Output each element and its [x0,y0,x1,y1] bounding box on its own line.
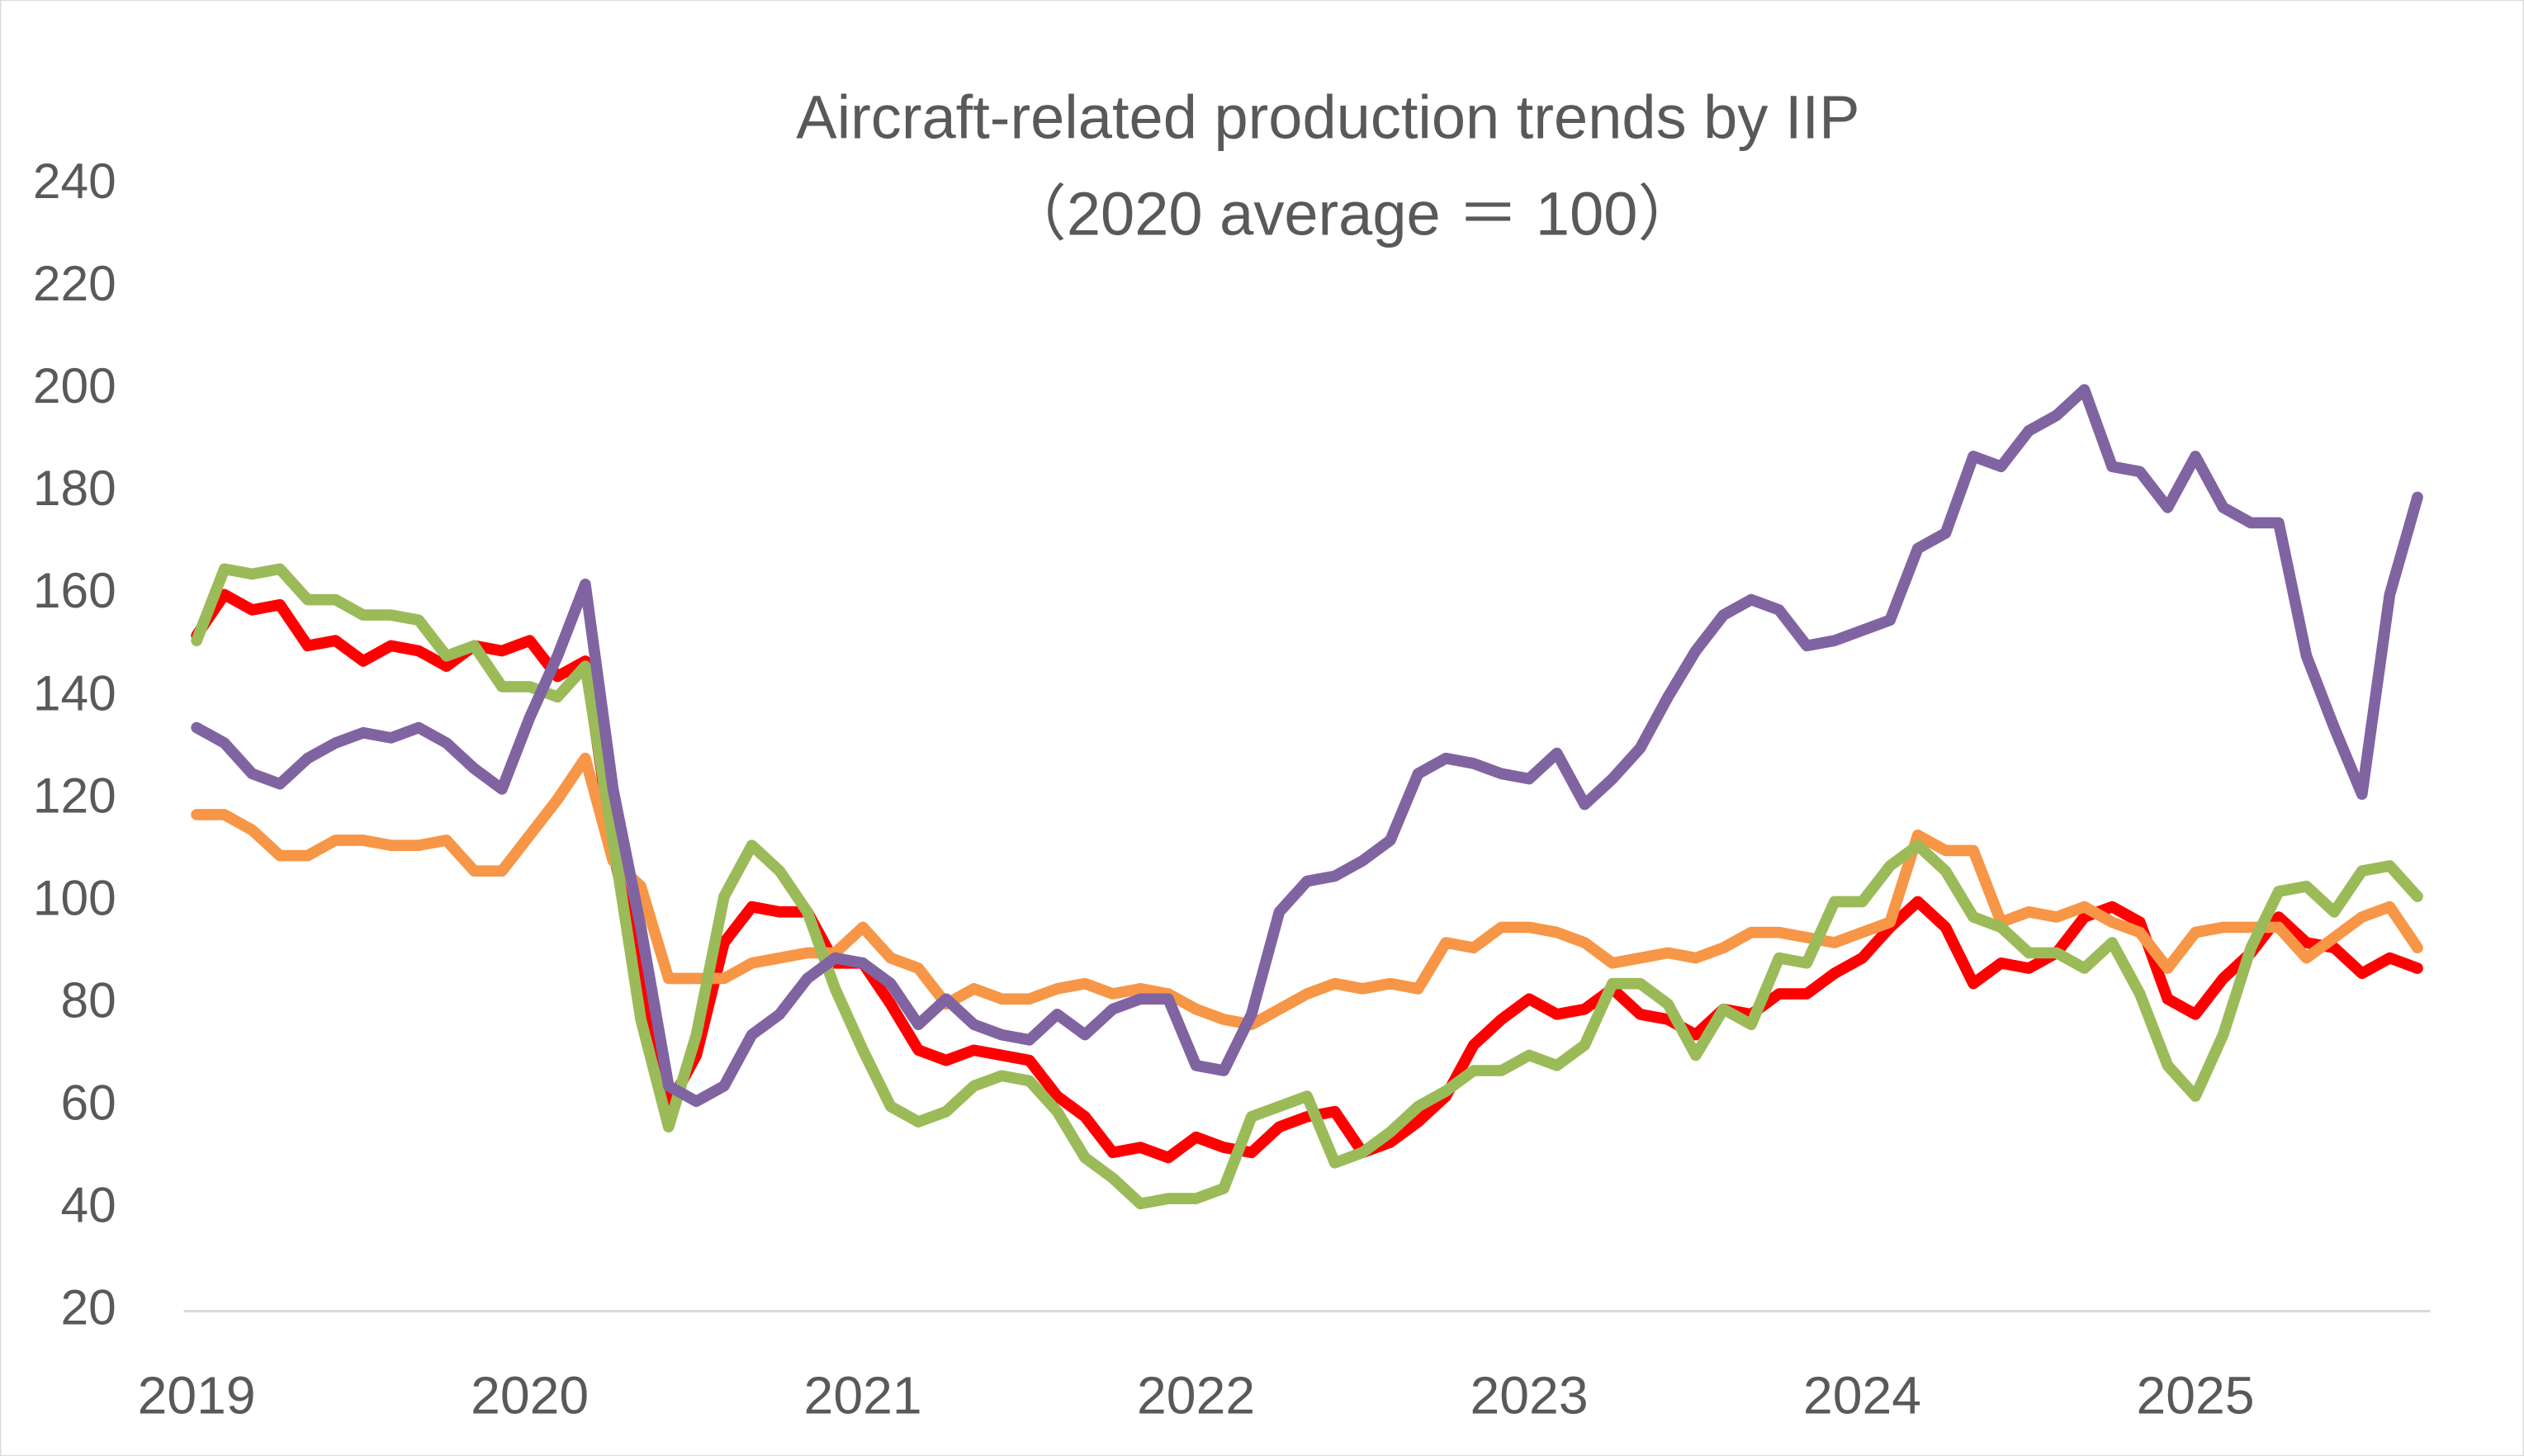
series-line [191,384,2423,1108]
series-line [191,563,2423,1210]
x-tick-label: 2020 [471,1366,589,1425]
x-tick-label: 2025 [2136,1366,2254,1425]
x-tick-label: 2024 [1803,1366,1921,1425]
y-tick-label: 20 [60,1279,116,1335]
series-line [191,752,2423,1031]
y-tick-label: 100 [33,869,116,925]
y-tick-label: 220 [33,255,116,311]
x-tick-label: 2021 [804,1366,922,1425]
y-tick-label: 60 [60,1074,116,1130]
y-tick-label: 180 [33,460,116,516]
y-tick-label: 140 [33,664,116,721]
y-tick-label: 200 [33,357,116,414]
chart-title: Aircraft-related production trends by II… [796,83,1859,152]
x-tick-label: 2019 [138,1366,256,1425]
y-tick-label: 80 [60,971,116,1028]
y-tick-label: 240 [33,153,116,209]
chart-subtitle: （2020 average ＝ 100） [1006,180,1699,248]
y-tick-label: 40 [60,1176,116,1232]
y-tick-label: 160 [33,562,116,618]
x-tick-label: 2022 [1137,1366,1255,1425]
y-tick-label: 120 [33,767,116,823]
x-tick-label: 2023 [1470,1366,1589,1425]
